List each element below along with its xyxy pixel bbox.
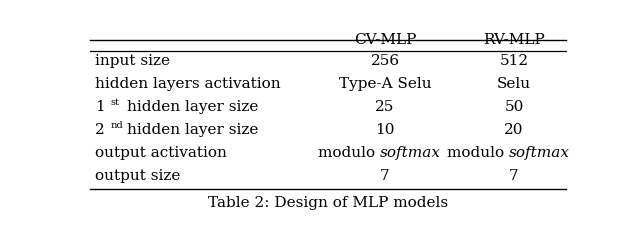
Text: input size: input size: [95, 54, 170, 68]
Text: 512: 512: [499, 54, 529, 68]
Text: 7: 7: [380, 169, 390, 183]
Text: 256: 256: [371, 54, 399, 68]
Text: Table 2: Design of MLP models: Table 2: Design of MLP models: [208, 196, 448, 210]
Text: softmax: softmax: [380, 146, 441, 160]
Text: modulo: modulo: [318, 146, 380, 160]
Text: 2: 2: [95, 123, 104, 137]
Text: nd: nd: [111, 120, 124, 130]
Text: 50: 50: [504, 100, 524, 114]
Text: Selu: Selu: [497, 77, 531, 91]
Text: modulo: modulo: [447, 146, 509, 160]
Text: output activation: output activation: [95, 146, 227, 160]
Text: 10: 10: [375, 123, 395, 137]
Text: CV-MLP: CV-MLP: [354, 33, 416, 47]
Text: st: st: [111, 98, 120, 106]
Text: softmax: softmax: [509, 146, 570, 160]
Text: 1: 1: [95, 100, 104, 114]
Text: output size: output size: [95, 169, 180, 183]
Text: 25: 25: [375, 100, 395, 114]
Text: 7: 7: [509, 169, 519, 183]
Text: RV-MLP: RV-MLP: [483, 33, 545, 47]
Text: hidden layer size: hidden layer size: [127, 123, 259, 137]
Text: 20: 20: [504, 123, 524, 137]
Text: Type-A Selu: Type-A Selu: [339, 77, 431, 91]
Text: hidden layer size: hidden layer size: [127, 100, 259, 114]
Text: hidden layers activation: hidden layers activation: [95, 77, 280, 91]
